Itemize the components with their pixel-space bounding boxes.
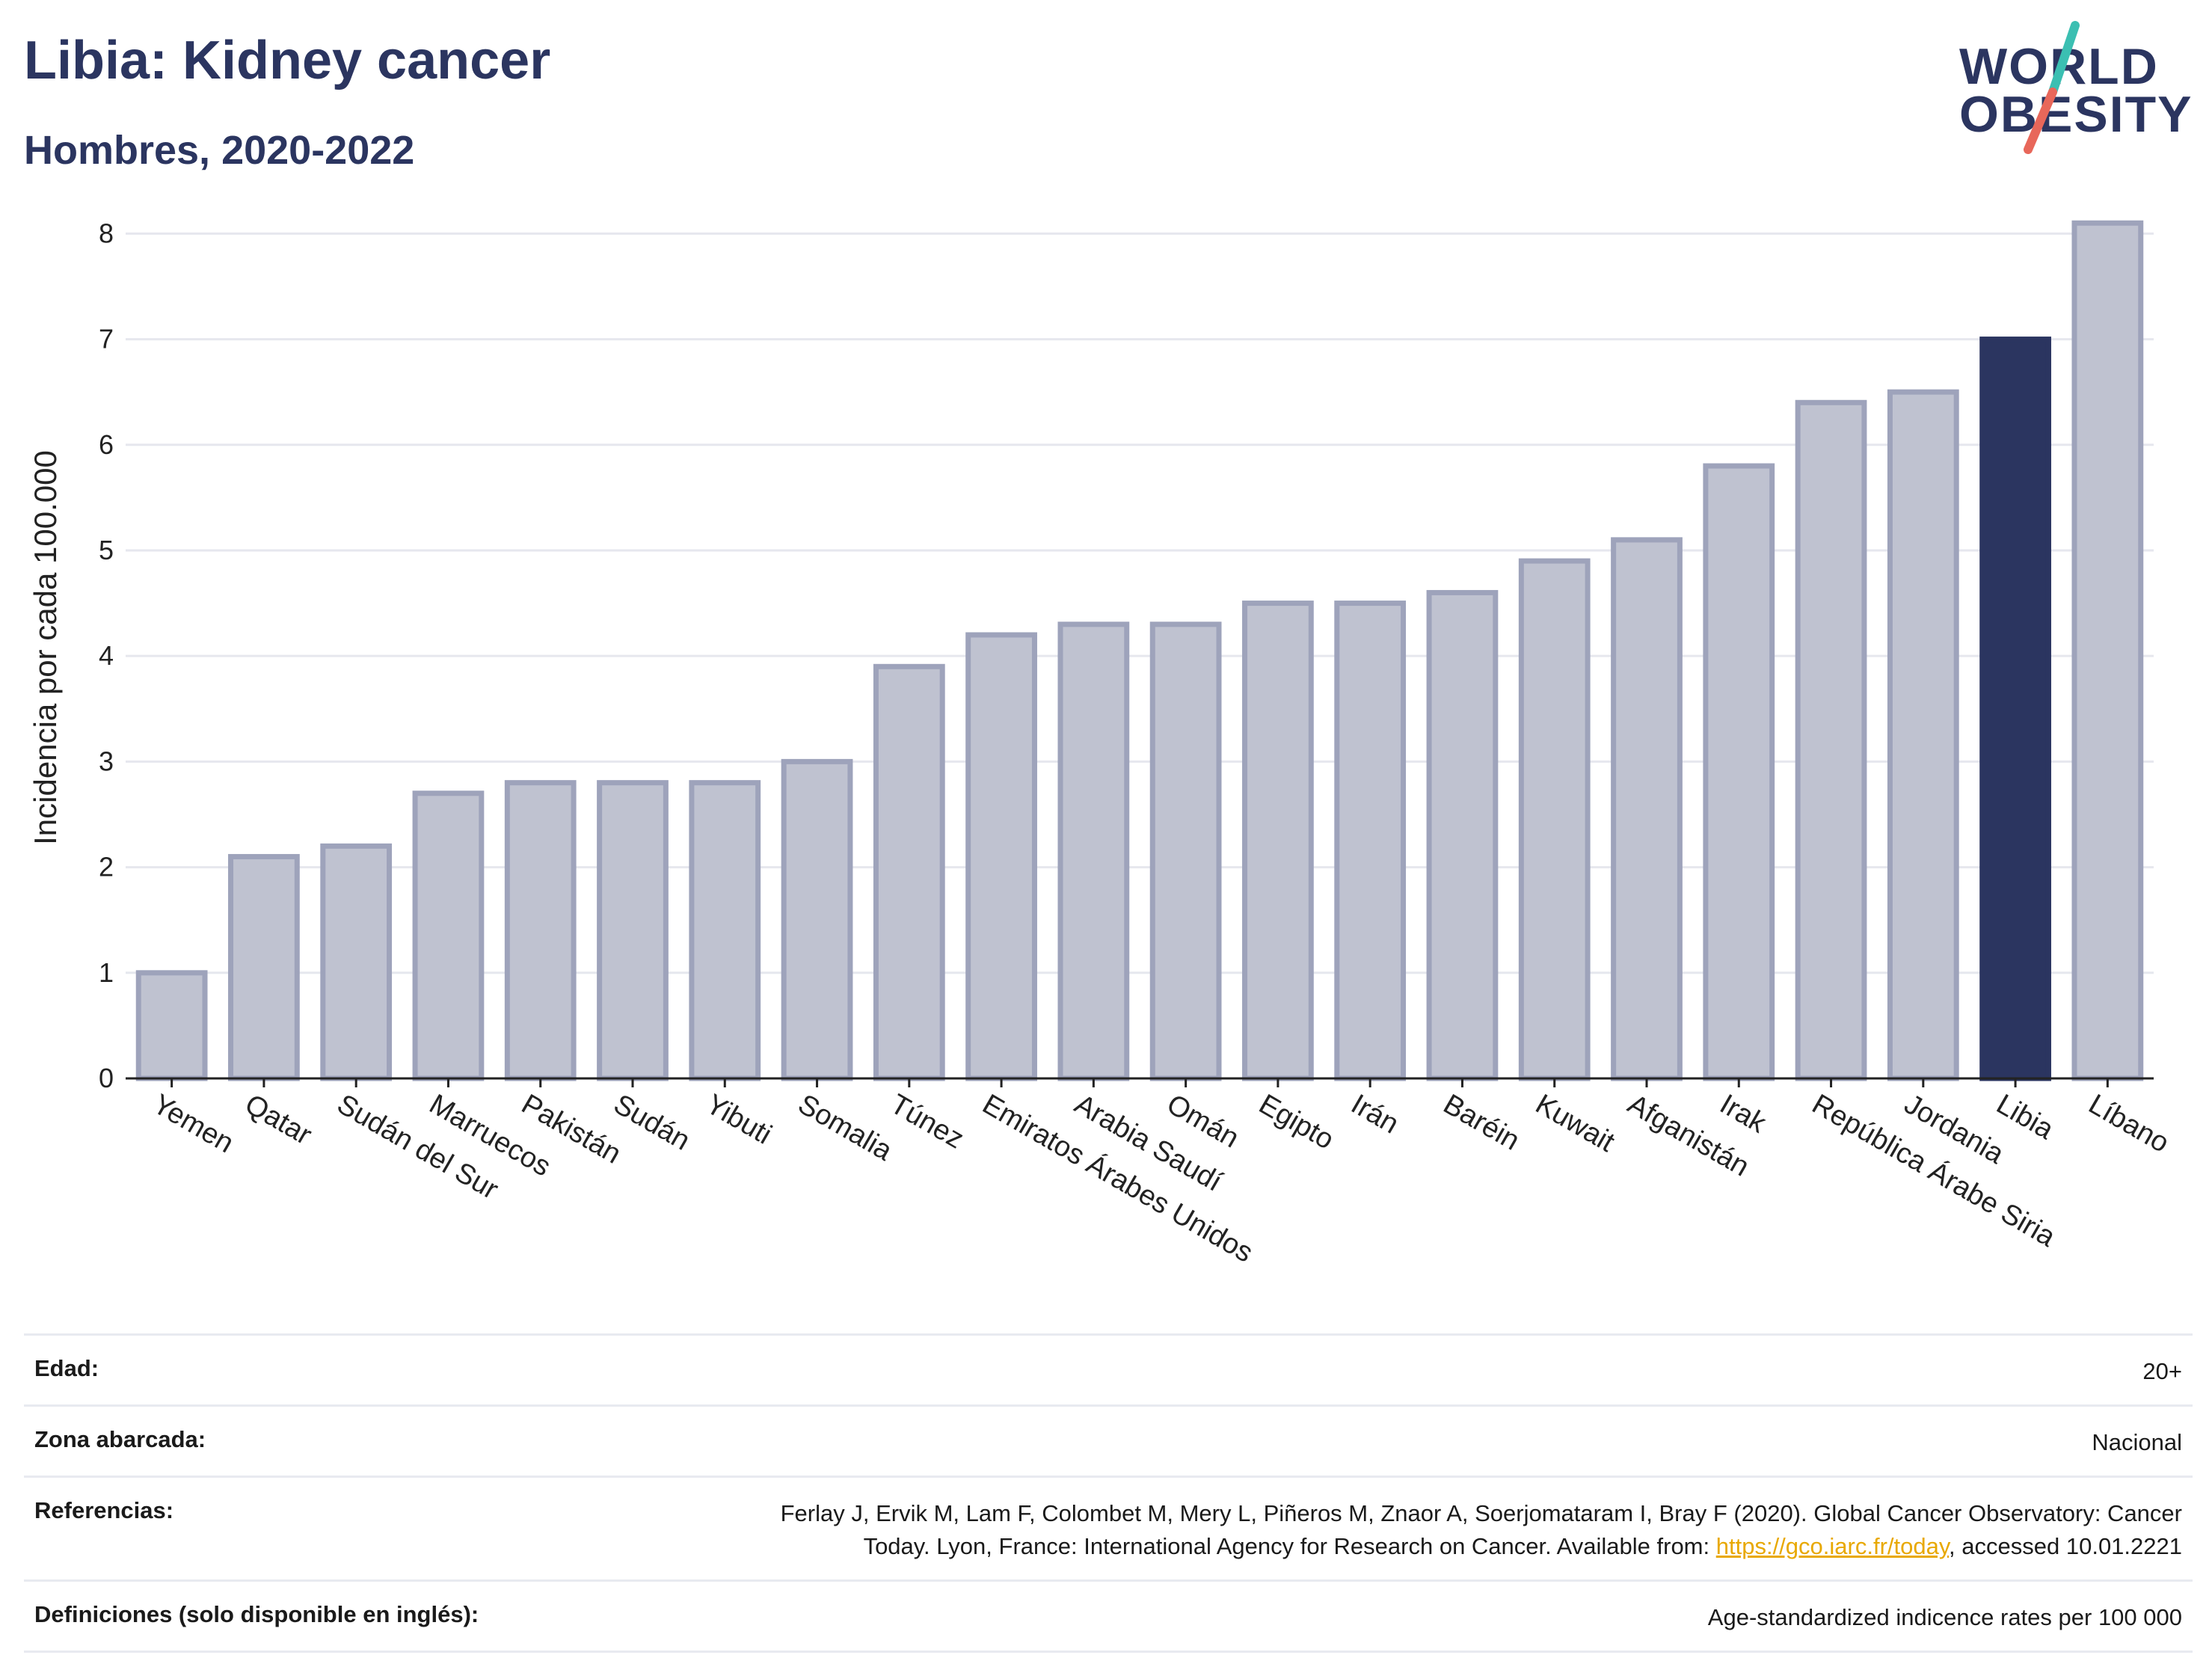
- bar-0[interactable]: [135, 970, 208, 1081]
- bars: [135, 220, 2144, 1081]
- references-line-2: Today. Lyon, France: International Agenc…: [863, 1533, 1716, 1559]
- y-tick-label: 0: [99, 1063, 114, 1093]
- bar-20[interactable]: [1979, 337, 2051, 1081]
- bar-19[interactable]: [1887, 389, 1959, 1081]
- x-tick-label: Yibuti: [701, 1088, 777, 1150]
- y-tick-label: 2: [99, 852, 114, 882]
- bar-17[interactable]: [1703, 463, 1775, 1081]
- bar-18[interactable]: [1795, 399, 1867, 1081]
- y-tick-label: 5: [99, 535, 114, 565]
- bar-3[interactable]: [412, 790, 485, 1081]
- x-tick-label: Sudán del Sur: [332, 1088, 504, 1206]
- x-tick-label: Qatar: [239, 1088, 317, 1151]
- y-tick-label: 4: [99, 640, 114, 671]
- x-tick-label: Irán: [1346, 1088, 1404, 1140]
- y-tick-label: 3: [99, 746, 114, 776]
- bar-13[interactable]: [1334, 601, 1407, 1081]
- bar-11[interactable]: [1149, 621, 1222, 1081]
- x-tick-label: Túnez: [885, 1088, 968, 1155]
- area-label: Zona abarcada:: [34, 1426, 206, 1452]
- meta-row-definitions: Definiciones (solo disponible en inglés)…: [24, 1579, 2193, 1653]
- y-tick-label: 1: [99, 957, 114, 988]
- definitions-value: Age-standardized indicence rates per 100…: [1707, 1604, 2182, 1630]
- chart-title: Libia: Kidney cancer: [24, 31, 551, 90]
- metadata-table: Edad: 20+ Zona abarcada: Nacional Refere…: [24, 1333, 2193, 1653]
- y-tick-label: 7: [99, 324, 114, 354]
- bar-12[interactable]: [1242, 601, 1314, 1081]
- references-accessed: , accessed 10.01.2221: [1949, 1533, 2182, 1559]
- bar-5[interactable]: [597, 780, 669, 1081]
- references-link[interactable]: https://gco.iarc.fr/today: [1715, 1533, 1950, 1559]
- logo-word-obesity: OBESITY: [1959, 86, 2193, 143]
- x-tick-label: Irak: [1715, 1088, 1772, 1140]
- bar-14[interactable]: [1426, 589, 1499, 1081]
- references-value: Ferlay J, Ervik M, Lam F, Colombet M, Me…: [781, 1497, 2182, 1563]
- x-tick-label: Libia: [1991, 1088, 2059, 1146]
- bar-6[interactable]: [689, 780, 761, 1081]
- x-tick-label: Kuwait: [1530, 1088, 1620, 1158]
- x-tick-label: Somalia: [793, 1088, 898, 1167]
- bar-21[interactable]: [2071, 220, 2144, 1081]
- x-tick-label: Yemen: [147, 1088, 239, 1159]
- bar-8[interactable]: [873, 663, 945, 1081]
- x-tick-label: Baréin: [1438, 1088, 1525, 1156]
- definitions-label: Definiciones (solo disponible en inglés)…: [34, 1601, 479, 1627]
- bar-15[interactable]: [1518, 558, 1591, 1081]
- meta-row-references: Referencias: Ferlay J, Ervik M, Lam F, C…: [24, 1476, 2193, 1579]
- bar-9[interactable]: [965, 632, 1037, 1081]
- bar-16[interactable]: [1611, 537, 1683, 1081]
- y-axis-label: Incidencia por cada 100.000: [28, 450, 63, 845]
- chart-subtitle: Hombres, 2020-2022: [24, 128, 415, 173]
- references-label: Referencias:: [34, 1497, 174, 1523]
- bar-4[interactable]: [504, 780, 577, 1081]
- age-label: Edad:: [34, 1355, 99, 1381]
- area-value: Nacional: [2092, 1429, 2182, 1455]
- axes: [126, 1077, 2154, 1087]
- y-tick-label: 8: [99, 218, 114, 248]
- bar-10[interactable]: [1057, 621, 1130, 1081]
- bar-7[interactable]: [781, 758, 853, 1081]
- logo-slash-icon: [2024, 21, 2080, 154]
- age-value: 20+: [2142, 1358, 2182, 1384]
- x-tick-label: Líbano: [2083, 1088, 2175, 1158]
- bar-1[interactable]: [228, 853, 300, 1081]
- x-tick-label: Egipto: [1253, 1088, 1339, 1155]
- bar-2[interactable]: [320, 843, 393, 1081]
- world-obesity-logo: WORLD OBESITY: [1952, 21, 2206, 156]
- y-tick-label: 6: [99, 429, 114, 460]
- meta-row-area: Zona abarcada: Nacional: [24, 1404, 2193, 1476]
- meta-row-age: Edad: 20+: [24, 1333, 2193, 1404]
- references-line-1: Ferlay J, Ervik M, Lam F, Colombet M, Me…: [780, 1500, 2182, 1526]
